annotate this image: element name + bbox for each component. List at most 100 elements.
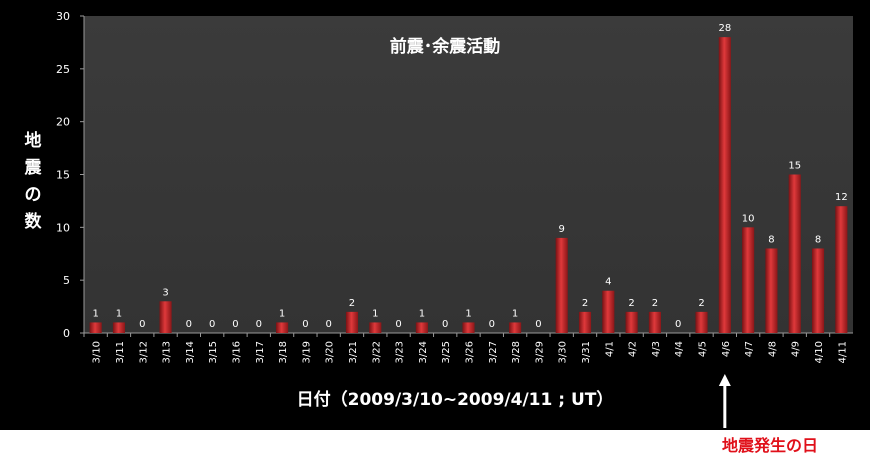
data-label: 8 — [815, 234, 821, 245]
bar — [765, 248, 778, 333]
data-label: 2 — [582, 298, 588, 309]
data-label: 2 — [652, 298, 658, 309]
x-tick-label: 3/29 — [534, 341, 545, 363]
data-label: 4 — [605, 277, 611, 288]
data-label: 0 — [675, 319, 681, 330]
x-tick-label: 3/30 — [558, 341, 569, 363]
bar — [835, 206, 848, 333]
x-tick-label: 4/11 — [837, 341, 848, 363]
x-tick-label: 3/13 — [162, 341, 173, 363]
bar — [742, 227, 755, 333]
plot-background — [84, 16, 853, 333]
bar — [276, 322, 289, 333]
x-tick-label: 3/26 — [465, 341, 476, 363]
x-tick-label: 4/5 — [698, 341, 709, 357]
x-tick-label: 3/24 — [418, 341, 429, 363]
x-tick-label: 3/17 — [255, 341, 266, 363]
data-label: 1 — [419, 308, 425, 319]
data-label: 1 — [279, 308, 285, 319]
data-label: 10 — [742, 213, 755, 224]
x-tick-label: 3/25 — [441, 341, 452, 363]
annotation-arrow-head — [718, 374, 731, 386]
x-tick-label: 3/23 — [395, 341, 406, 363]
x-tick-label: 3/14 — [185, 341, 196, 363]
bar — [625, 311, 638, 333]
y-tick-label: 0 — [63, 327, 70, 340]
data-label: 8 — [768, 234, 774, 245]
chart-title: 前震･余震活動 — [389, 37, 501, 57]
data-label: 0 — [139, 319, 145, 330]
x-tick-label: 3/28 — [511, 341, 522, 363]
data-label: 15 — [788, 161, 801, 172]
x-tick-label: 4/3 — [651, 341, 662, 357]
bar — [462, 322, 475, 333]
data-label: 0 — [186, 319, 192, 330]
y-tick-label: 10 — [56, 221, 70, 234]
x-axis-label: 日付（2009/3/10~2009/4/11 ; UT） — [296, 390, 614, 410]
y-tick-label: 20 — [56, 116, 70, 129]
data-label: 0 — [302, 319, 308, 330]
x-tick-label: 3/31 — [581, 341, 592, 363]
x-tick-label: 3/11 — [115, 341, 126, 363]
data-label: 2 — [349, 298, 355, 309]
x-tick-label: 4/10 — [814, 341, 825, 363]
plot-area: 05101520253013/1013/1103/1233/1303/1403/… — [56, 10, 853, 363]
bar — [578, 311, 592, 333]
y-axis-label: 地震の数 — [24, 131, 42, 232]
y-tick-label: 30 — [56, 10, 70, 23]
data-label: 3 — [162, 287, 168, 298]
data-label: 28 — [718, 23, 731, 34]
x-tick-label: 3/10 — [92, 341, 103, 363]
bar — [509, 322, 522, 333]
x-tick-label: 4/6 — [721, 341, 732, 357]
data-label: 0 — [209, 319, 215, 330]
annotation-label: 地震発生の日 — [721, 436, 818, 455]
data-label: 0 — [325, 319, 331, 330]
data-label: 0 — [395, 319, 401, 330]
bar — [89, 322, 102, 333]
x-tick-label: 4/7 — [744, 341, 755, 357]
x-tick-label: 3/19 — [301, 341, 312, 363]
bar — [648, 311, 661, 333]
bar — [415, 322, 428, 333]
y-tick-label: 15 — [56, 169, 70, 182]
x-tick-label: 3/16 — [231, 341, 242, 363]
data-label: 1 — [372, 308, 378, 319]
bar — [602, 290, 615, 333]
bar — [718, 37, 731, 334]
data-label: 2 — [698, 298, 704, 309]
x-tick-label: 3/27 — [488, 341, 499, 363]
x-tick-label: 3/12 — [138, 341, 149, 363]
data-label: 1 — [512, 308, 518, 319]
y-tick-label: 5 — [63, 274, 70, 287]
x-tick-label: 4/2 — [628, 341, 639, 357]
x-tick-label: 4/9 — [791, 341, 802, 357]
data-label: 9 — [559, 224, 565, 235]
x-tick-label: 4/4 — [674, 341, 685, 357]
x-tick-label: 4/8 — [767, 341, 778, 357]
bar — [695, 311, 708, 333]
x-tick-label: 3/22 — [371, 341, 382, 363]
data-label: 1 — [92, 308, 98, 319]
bar — [159, 301, 172, 333]
data-label: 0 — [256, 319, 262, 330]
bar — [112, 322, 126, 333]
x-tick-label: 3/21 — [348, 341, 359, 363]
x-tick-label: 3/20 — [325, 341, 336, 363]
data-label: 1 — [116, 308, 122, 319]
bar — [811, 248, 825, 333]
data-label: 0 — [535, 319, 541, 330]
bar — [369, 322, 382, 333]
data-label: 0 — [232, 319, 238, 330]
data-label: 2 — [628, 298, 634, 309]
bar — [555, 237, 568, 333]
data-label: 0 — [442, 319, 448, 330]
y-tick-label: 25 — [56, 63, 70, 76]
bar — [788, 174, 801, 333]
data-label: 12 — [835, 192, 848, 203]
data-label: 1 — [465, 308, 471, 319]
data-label: 0 — [489, 319, 495, 330]
x-tick-label: 3/15 — [208, 341, 219, 363]
x-tick-label: 4/1 — [604, 341, 615, 357]
